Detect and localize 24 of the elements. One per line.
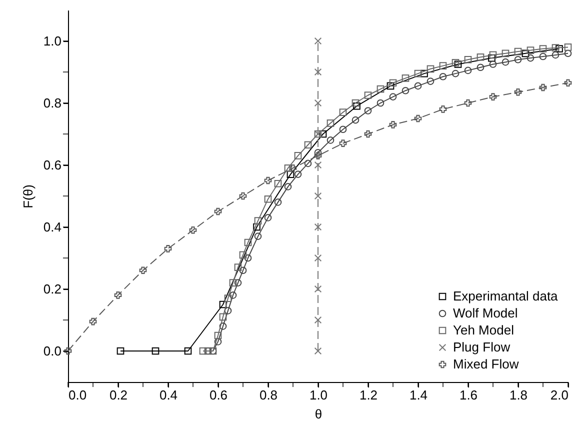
y-tick-label: 0.6 xyxy=(43,158,62,172)
y-tick-label: 0.0 xyxy=(43,344,62,358)
legend-label: Yeh Model xyxy=(453,322,514,338)
x-tick-label: 0.6 xyxy=(209,388,228,402)
x-tick-label: 1.4 xyxy=(409,388,428,402)
x-tick-label: 1.8 xyxy=(509,388,528,402)
legend-label: Wolf Model xyxy=(453,306,518,320)
x-tick-label: 2.0 xyxy=(550,388,568,402)
x-tick-label: 0.2 xyxy=(109,388,128,402)
x-tick-label: 0.0 xyxy=(68,388,87,402)
x-tick-label: 0.8 xyxy=(259,388,278,402)
legend-label: Mixed Flow xyxy=(453,356,520,372)
x-axis-title: θ xyxy=(314,406,322,422)
y-axis-title: F(θ) xyxy=(20,184,36,208)
legend-label: Experimantal data xyxy=(453,288,559,304)
y-tick-label: 0.2 xyxy=(43,282,62,296)
legend-label: Plug Flow xyxy=(453,340,511,354)
x-tick-label: 0.4 xyxy=(159,388,178,402)
x-tick-label: 1.6 xyxy=(459,388,478,402)
x-tick-label: 1.2 xyxy=(359,388,378,402)
y-tick-label: 1.0 xyxy=(43,34,62,48)
x-tick-label: 1.0 xyxy=(309,388,328,402)
y-tick-label: 0.8 xyxy=(43,96,62,110)
y-tick-label: 0.4 xyxy=(43,220,62,234)
